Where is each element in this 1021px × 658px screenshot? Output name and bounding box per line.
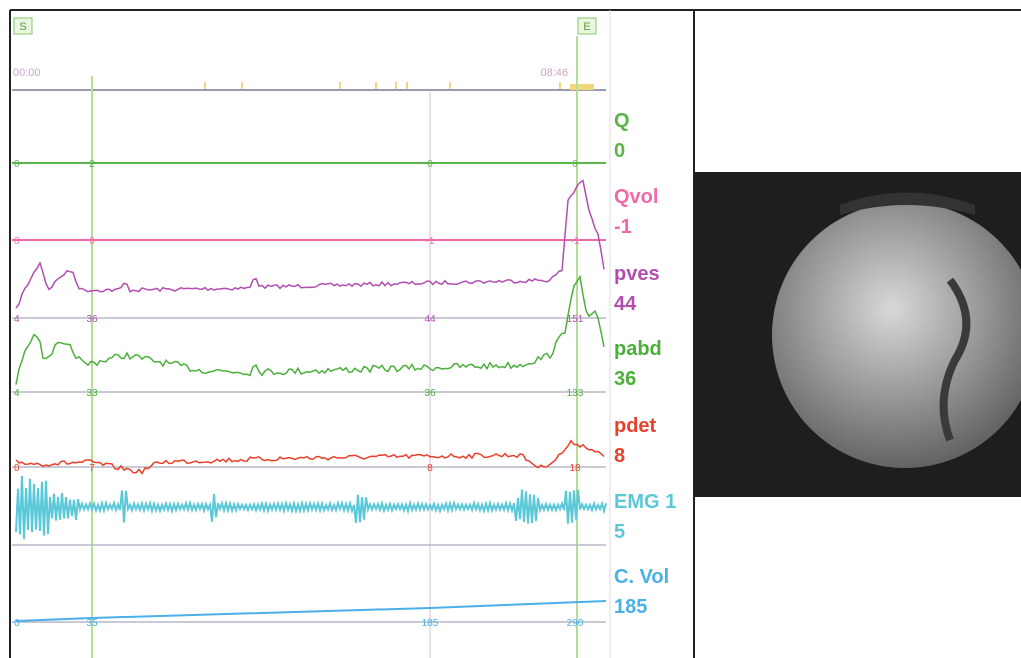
end-marker[interactable] [577, 17, 597, 35]
cursor-value: 185 [422, 618, 439, 629]
cursor-value: 0 [14, 463, 20, 474]
cursor-value: 44 [424, 314, 436, 325]
channel-name: pabd [614, 338, 662, 360]
cursor-value: 0 [89, 236, 95, 247]
channel-name: Qvol [614, 186, 658, 208]
cursor-value: 0 [572, 159, 578, 170]
cursor-value: 0 [14, 236, 20, 247]
cursor-value: 0 [427, 159, 433, 170]
cursor-value: 8 [427, 463, 433, 474]
channel-name: EMG 1 [614, 491, 676, 513]
channel-value: 5 [614, 521, 625, 543]
timeline-highlight [570, 84, 594, 90]
cursor-value: 0 [14, 618, 20, 629]
cursor-value: 151 [567, 314, 584, 325]
cursor-value: 290 [567, 618, 584, 629]
time-start: 00:00 [13, 67, 41, 79]
image-shadow [939, 277, 971, 442]
cursor-value: 4 [14, 314, 20, 325]
cursor-value: 36 [86, 314, 98, 325]
cursor-value: -1 [571, 236, 580, 247]
cursor-value: 2 [89, 159, 95, 170]
fluoroscopy-field [772, 202, 1021, 468]
channel-trace [15, 600, 607, 622]
channel-name: pves [614, 263, 660, 285]
timeline-events [204, 82, 561, 89]
channel-trace [15, 475, 607, 540]
start-marker[interactable] [13, 17, 33, 35]
channel-value: 185 [614, 596, 647, 618]
channel-value: 44 [614, 293, 637, 315]
cursor-value: -1 [426, 236, 435, 247]
cursor-value: 33 [86, 388, 98, 399]
channel-name: Q [614, 110, 630, 132]
cursor-value: 0 [14, 159, 20, 170]
time-end: 08:46 [540, 67, 568, 79]
channels: 0 2 0 0 0 0 -1 -1 4 36 44 151 4 33 36 133 0 7 8 18 0 35 185 290 [12, 159, 607, 629]
cursor-value: 36 [424, 388, 436, 399]
cursor-value: 133 [567, 388, 584, 399]
channel-trace [15, 274, 605, 385]
cursor-value: 18 [569, 463, 581, 474]
end-marker-label[interactable]: E [583, 21, 590, 33]
channel-trace [15, 439, 605, 475]
cursor-value: 35 [86, 618, 98, 629]
channel-value: 8 [614, 445, 625, 467]
channel-value: 36 [614, 368, 636, 390]
start-marker-label[interactable]: S [19, 21, 26, 33]
channel-name: C. Vol [614, 566, 669, 588]
channel-value: 0 [614, 140, 625, 162]
image-shadow [840, 192, 975, 215]
cursor-value: 7 [89, 463, 95, 474]
channel-trace [15, 179, 605, 309]
channel-name: pdet [614, 415, 657, 437]
cursor-value: 4 [14, 388, 20, 399]
channel-value: -1 [614, 216, 632, 238]
